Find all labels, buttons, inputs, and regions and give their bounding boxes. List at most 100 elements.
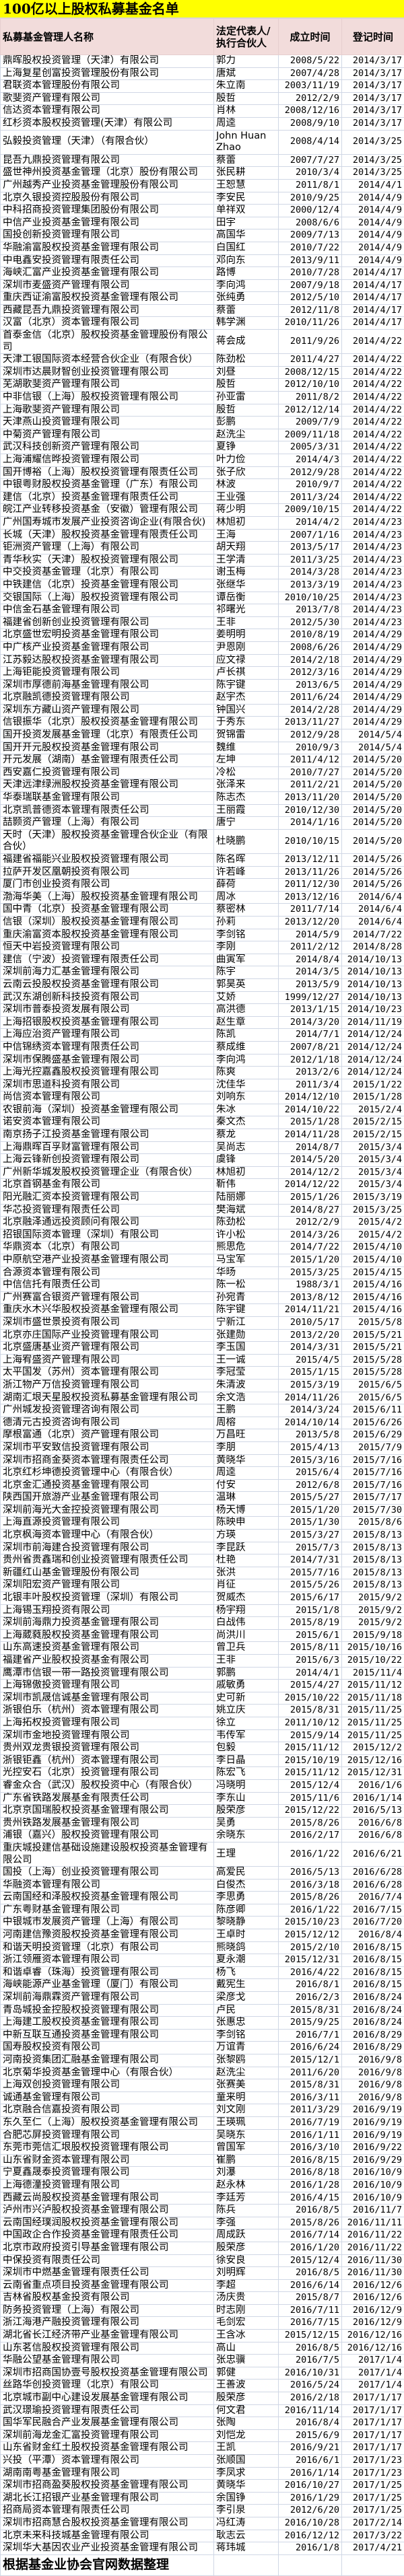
manager-name-cell: 防务投资管理（上海）有限公司 [1, 2304, 214, 2317]
registered-date-cell: 2014/5/20 [342, 804, 404, 817]
registered-date-cell: 2014/4/17 [342, 304, 404, 317]
legal-representative-cell: 李强 [214, 2217, 279, 2229]
registered-date-cell: 2014/4/23 [342, 616, 404, 629]
founded-date-cell: 2015/6/9 [279, 2429, 342, 2442]
legal-representative-cell: 张顺国 [214, 2455, 279, 2468]
manager-name-cell: 歌斐资产管理有限公司 [1, 92, 214, 105]
founded-date-cell: 2015/2/10 [279, 1941, 342, 1954]
registered-date-cell: 2015/3/19 [342, 1192, 404, 1205]
manager-name-cell: 中保投资有限责任公司 [1, 2254, 214, 2267]
registered-date-cell: 2016/10/9 [342, 2192, 404, 2205]
legal-representative-cell: 周榕 [214, 1417, 279, 1429]
legal-representative-cell: 姜明明 [214, 629, 279, 642]
manager-name-cell: 深圳市盛世景投资有限公司 [1, 1316, 214, 1329]
registered-date-cell: 2015/7/9 [342, 1441, 404, 1454]
legal-representative-cell: 郭力 [214, 55, 279, 68]
legal-representative-cell: 贺锦雷 [214, 729, 279, 742]
founded-date-cell: 2013/8/12 [279, 1291, 342, 1304]
manager-name-cell: 浙江领雁资本管理有限公司 [1, 1954, 214, 1967]
registered-date-cell: 2014/4/17 [342, 292, 404, 305]
legal-representative-cell: 余国铮 [214, 2492, 279, 2505]
manager-name-cell: 福建省福能兴业股权投资管理有限公司 [1, 854, 214, 867]
registered-date-cell: 2014/3/17 [342, 55, 404, 68]
legal-representative-cell: 刘明辉 [214, 2267, 279, 2280]
registered-date-cell: 2015/8/13 [342, 1567, 404, 1579]
legal-representative-cell: 高爱民 [214, 1867, 279, 1880]
registered-date-cell: 2015/11/25 [342, 1717, 404, 1729]
legal-representative-cell: 杜晓鹏 [214, 829, 279, 853]
manager-name-cell: 兴投（平潭）资本管理有限公司 [1, 2455, 214, 2468]
manager-name-cell: 睿金众合（武汉）股权投资中心（有限合伙） [1, 1779, 214, 1792]
founded-date-cell: 2014/12/10 [279, 1092, 342, 1104]
manager-name-cell: 中交投资基金管理（北京）有限公司 [1, 567, 214, 579]
manager-name-cell: 重庆西证渝富股权投资基金管理有限公司 [1, 292, 214, 305]
legal-representative-cell: 刘文刚 [214, 2104, 279, 2117]
founded-date-cell: 2015/10/19 [279, 1754, 342, 1767]
manager-name-cell: 河南建信豫资股权投资基金管理有限公司 [1, 1929, 214, 1942]
legal-representative-cell: 张继华 [214, 579, 279, 592]
manager-name-cell: 上海招银股权投资基金管理有限公司 [1, 1016, 214, 1029]
founded-date-cell: 2016/3/10 [279, 2142, 342, 2155]
founded-date-cell: 2013/6/5 [279, 679, 342, 692]
manager-name-cell: 农银前海（深圳）投资基金管理有限公司 [1, 1104, 214, 1116]
registered-date-cell: 2014/4/22 [342, 491, 404, 504]
registered-date-cell: 2016/7/20 [342, 1917, 404, 1929]
legal-representative-cell: 王卓时 [214, 1929, 279, 1942]
founded-date-cell: 2012/9/28 [279, 729, 342, 742]
legal-representative-cell: 汤庆贵 [214, 2292, 279, 2305]
registered-date-cell: 2015/4/2 [342, 1229, 404, 1242]
legal-representative-cell: 蔡密林 [214, 904, 279, 917]
legal-representative-cell: 童来明 [214, 2091, 279, 2104]
registered-date-cell: 2014/4/22 [342, 330, 404, 354]
manager-name-cell: 首泰金信（北京）股权投资基金管理股份有限公司 [1, 330, 214, 354]
founded-date-cell: 2012/9/28 [279, 466, 342, 479]
founded-date-cell: 2015/12/22 [279, 1805, 342, 1818]
legal-representative-cell: 孙宛青 [214, 1291, 279, 1304]
manager-name-cell: 山东高速投资基金管理有限公司 [1, 1642, 214, 1655]
founded-date-cell: 2014/10/14 [279, 1417, 342, 1429]
legal-representative-cell: 王学清 [214, 554, 279, 567]
legal-representative-cell: 李刚 [214, 941, 279, 954]
legal-representative-cell: 杨天博 [214, 1504, 279, 1517]
legal-representative-cell: 尚洪川 [214, 1629, 279, 1642]
manager-name-cell: 中信锦绣资本管理有限责任公司 [1, 1041, 214, 1054]
manager-name-cell: 信银（深圳）股权投资基金管理有限公司 [1, 916, 214, 929]
manager-name-cell: 诚通基金管理有限公司 [1, 2091, 214, 2104]
founded-date-cell: 2015/3/19 [279, 1379, 342, 1392]
legal-representative-cell: 郭昊英 [214, 978, 279, 991]
founded-date-cell: 1999/12/27 [279, 991, 342, 1004]
founded-date-cell: 2011/8/2 [279, 392, 342, 404]
legal-representative-cell: 赵生章 [214, 1016, 279, 1029]
manager-name-cell: 红杉资本股权投资管理(天津）有限公司 [1, 117, 214, 130]
registered-date-cell: 2014/4/22 [342, 466, 404, 479]
manager-name-cell: 喆颢资产管理（上海）有限公司 [1, 817, 214, 830]
founded-date-cell: 2010/5/17 [279, 1316, 342, 1329]
legal-representative-cell: 李日晶 [214, 1754, 279, 1767]
legal-representative-cell: 毛剑宏 [214, 2317, 279, 2330]
registered-date-cell: 2014/10/23 [342, 1004, 404, 1017]
legal-representative-cell: 黎晓静 [214, 1917, 279, 1929]
registered-date-cell: 2016/8/24 [342, 2017, 404, 2030]
manager-name-cell: 北银丰叶股权投资管理（深圳）有限公司 [1, 1592, 214, 1605]
